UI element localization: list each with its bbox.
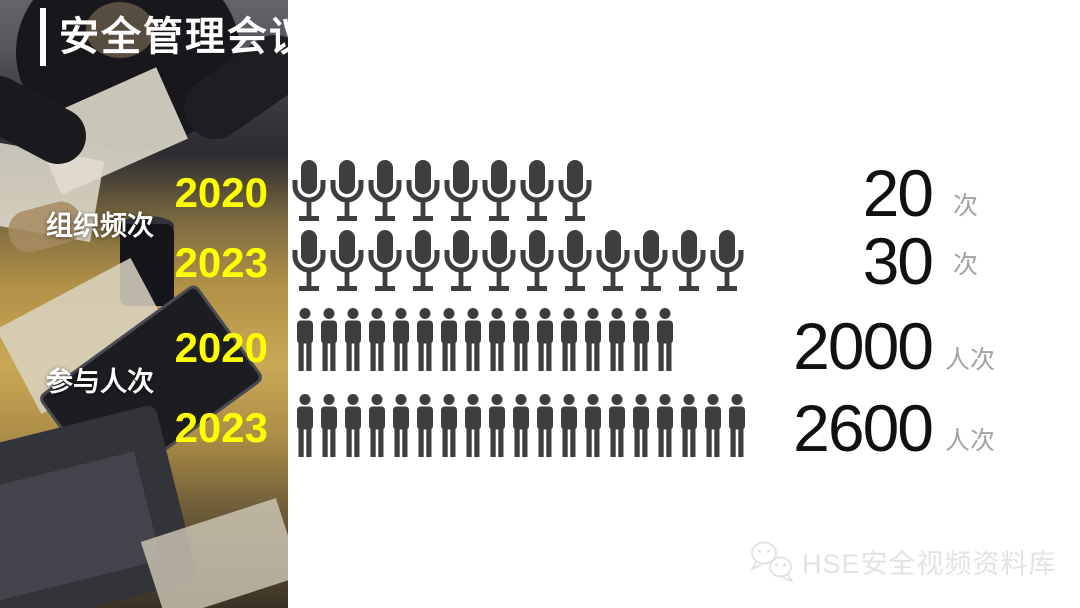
person-icon <box>537 394 553 457</box>
person-icon <box>657 394 673 457</box>
microphone-icon <box>634 230 668 291</box>
background-photo <box>0 0 288 608</box>
microphone-icon <box>520 230 554 291</box>
title-accent-bar <box>40 8 46 66</box>
person-icon <box>585 308 601 371</box>
person-icon <box>609 394 625 457</box>
year-label-participants-2023: 2023 <box>174 404 268 451</box>
unit-participants-2020: 人次 <box>945 346 996 374</box>
slide-title: 安全管理会议 <box>59 15 311 59</box>
wechat-icon <box>750 541 794 583</box>
person-icon <box>609 308 625 371</box>
microphone-icon <box>406 230 440 291</box>
person-icon <box>345 394 361 457</box>
person-icon <box>297 394 313 457</box>
microphone-icon <box>520 160 554 221</box>
year-label-meetings-2020: 2020 <box>174 169 268 216</box>
microphone-icon <box>330 230 364 291</box>
value-participants-2023: 2600 <box>793 391 934 465</box>
person-icon <box>393 394 409 457</box>
microphone-icon <box>292 160 326 221</box>
pictogram-strip-participants-2023 <box>294 394 748 458</box>
person-icon <box>417 308 433 371</box>
unit-meetings-2020: 次 <box>953 192 979 220</box>
person-icon <box>513 308 529 371</box>
person-icon <box>465 394 481 457</box>
person-icon <box>369 308 385 371</box>
person-icon <box>561 308 577 371</box>
pictogram-strip-meetings-2023 <box>291 229 745 295</box>
group-label-participation: 参与人次 <box>46 367 154 397</box>
person-icon <box>513 394 529 457</box>
person-icon <box>393 308 409 371</box>
microphone-icon <box>444 160 478 221</box>
microphone-icon <box>444 230 478 291</box>
value-meetings-2020: 20 <box>862 156 934 230</box>
person-icon <box>489 394 505 457</box>
microphone-icon <box>710 230 744 291</box>
person-icon <box>561 394 577 457</box>
pictogram-strip-participants-2020 <box>294 308 676 372</box>
person-icon <box>633 394 649 457</box>
microphone-icon <box>292 230 326 291</box>
person-icon <box>369 394 385 457</box>
person-icon <box>297 308 313 371</box>
unit-meetings-2023: 次 <box>953 251 979 279</box>
microphone-icon <box>406 160 440 221</box>
person-icon <box>537 308 553 371</box>
person-icon <box>585 394 601 457</box>
microphone-icon <box>330 160 364 221</box>
microphone-icon <box>558 230 592 291</box>
microphone-icon <box>482 160 516 221</box>
person-icon <box>321 308 337 371</box>
person-icon <box>633 308 649 371</box>
person-icon <box>681 394 697 457</box>
person-icon <box>729 394 745 457</box>
person-icon <box>441 308 457 371</box>
person-icon <box>345 308 361 371</box>
person-icon <box>417 394 433 457</box>
unit-participants-2023: 人次 <box>945 427 996 455</box>
person-icon <box>441 394 457 457</box>
microphone-icon <box>368 230 402 291</box>
year-label-meetings-2023: 2023 <box>174 239 268 286</box>
watermark-text: HSE安全视频资料库 <box>802 548 1057 579</box>
group-label-meeting-frequency: 组织频次 <box>46 211 154 241</box>
pictogram-strip-meetings-2020 <box>291 159 593 225</box>
microphone-icon <box>558 160 592 221</box>
person-icon <box>321 394 337 457</box>
value-participants-2020: 2000 <box>793 309 934 383</box>
person-icon <box>489 308 505 371</box>
year-label-participants-2020: 2020 <box>174 324 268 371</box>
microphone-icon <box>482 230 516 291</box>
microphone-icon <box>368 160 402 221</box>
value-meetings-2023: 30 <box>862 224 934 298</box>
person-icon <box>705 394 721 457</box>
microphone-icon <box>596 230 630 291</box>
title-block: 安全管理会议 <box>40 8 311 66</box>
watermark: HSE安全视频资料库 <box>748 539 1057 583</box>
person-icon <box>465 308 481 371</box>
person-icon <box>657 308 673 371</box>
microphone-icon <box>672 230 706 291</box>
